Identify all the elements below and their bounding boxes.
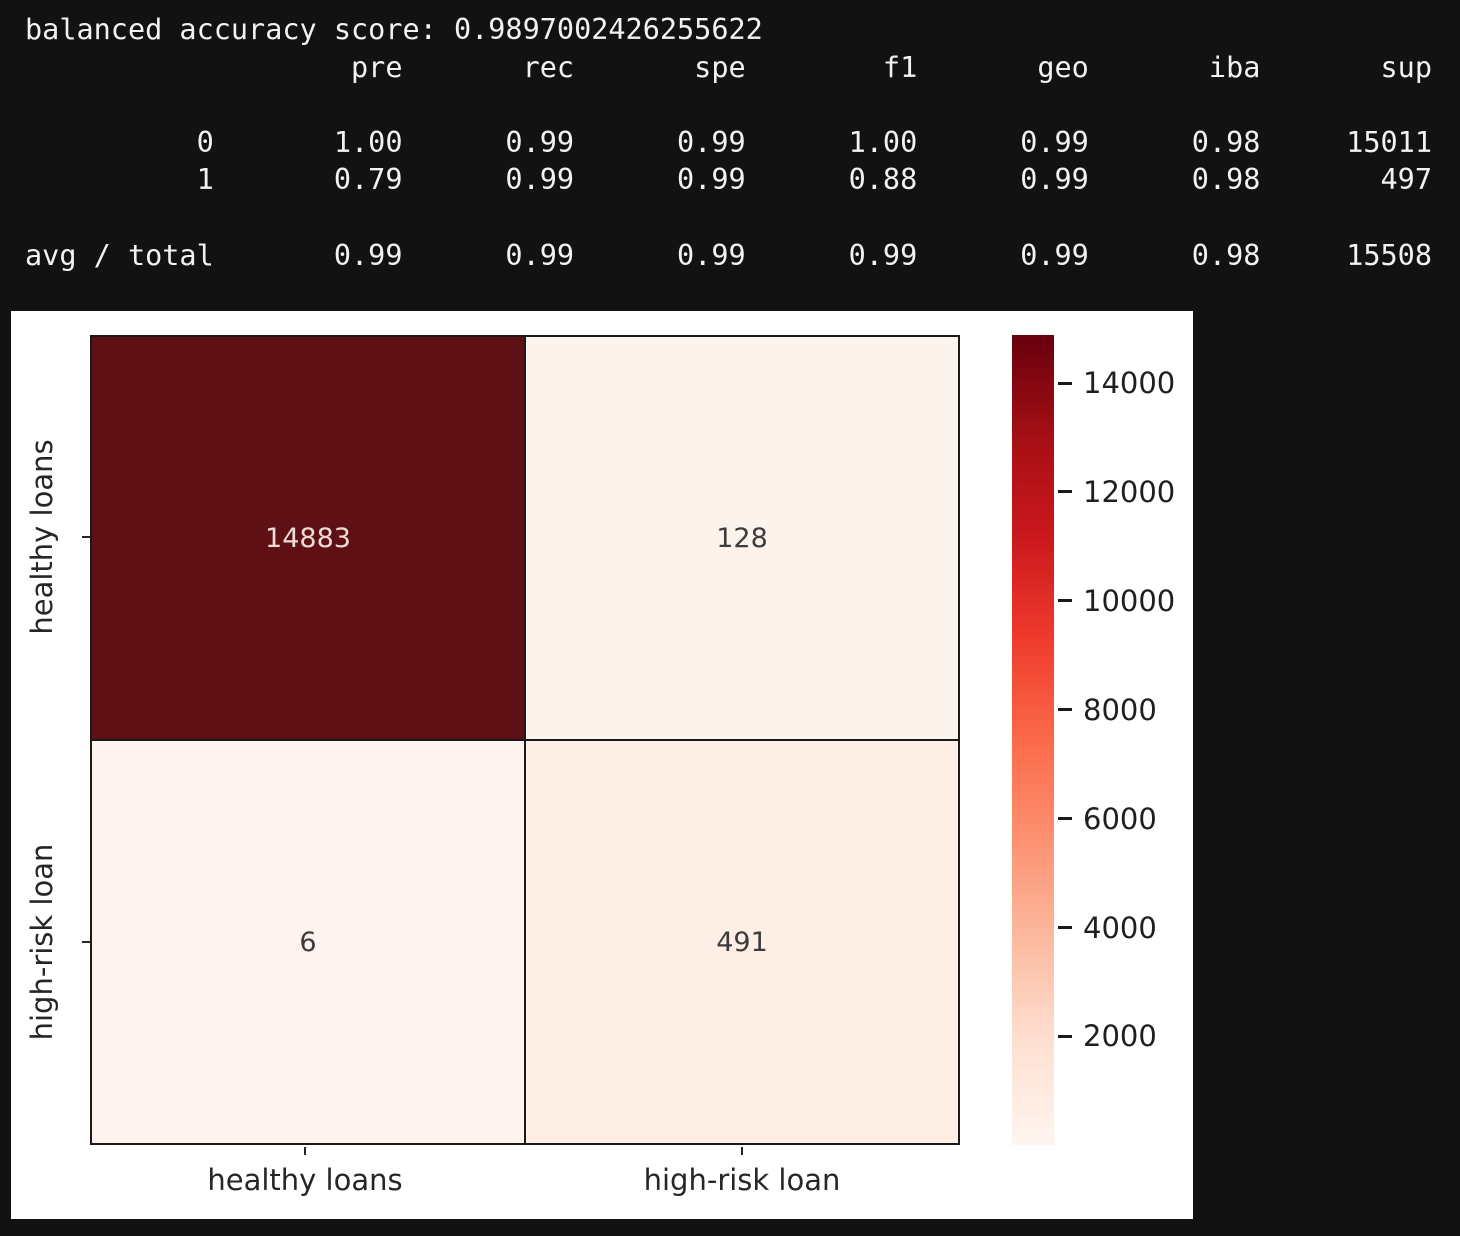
colorbar-tick-label: 4000 bbox=[1083, 910, 1157, 945]
cm-cell-value: 14883 bbox=[265, 522, 351, 554]
y-tick-label-highrisk: high-risk loan bbox=[25, 843, 59, 1041]
colorbar-tick: 14000 bbox=[1058, 366, 1175, 400]
colorbar-tick: 12000 bbox=[1058, 475, 1175, 509]
x-tick-mark-highrisk bbox=[741, 1147, 743, 1155]
colorbar-tick-label: 6000 bbox=[1083, 801, 1157, 836]
colorbar-gradient bbox=[1012, 335, 1054, 1145]
colorbar-tick-mark bbox=[1058, 490, 1072, 494]
colorbar-tick-label: 12000 bbox=[1083, 474, 1176, 509]
classification-report: balanced accuracy score: 0.9897002426255… bbox=[25, 13, 1432, 272]
y-tick-label-healthy: healthy loans bbox=[25, 439, 59, 635]
cm-cell-value: 128 bbox=[716, 522, 768, 554]
colorbar-tick-label: 10000 bbox=[1083, 583, 1176, 618]
colorbar-tick-mark bbox=[1058, 926, 1072, 930]
cm-cell-value: 491 bbox=[716, 926, 768, 958]
colorbar-tick: 6000 bbox=[1058, 802, 1157, 836]
cm-cell-healthy-highrisk: 128 bbox=[526, 337, 958, 739]
y-tick-mark-highrisk bbox=[82, 941, 90, 943]
colorbar-tick-mark bbox=[1058, 599, 1072, 603]
confusion-matrix-figure: 14883 128 6 491 healthy loans high-risk … bbox=[11, 311, 1193, 1219]
colorbar-tick-mark bbox=[1058, 1034, 1072, 1038]
colorbar-tick-label: 8000 bbox=[1083, 692, 1157, 727]
y-tick-mark-healthy bbox=[82, 536, 90, 538]
x-tick-label-healthy: healthy loans bbox=[207, 1163, 403, 1197]
colorbar-tick: 2000 bbox=[1058, 1019, 1157, 1053]
cm-cell-highrisk-highrisk: 491 bbox=[526, 741, 958, 1143]
colorbar-tick-label: 2000 bbox=[1083, 1019, 1157, 1054]
cm-cell-value: 6 bbox=[299, 926, 317, 958]
colorbar-tick: 4000 bbox=[1058, 911, 1157, 945]
colorbar-tick: 10000 bbox=[1058, 584, 1175, 618]
cm-cell-healthy-healthy: 14883 bbox=[92, 337, 524, 739]
colorbar-tick-label: 14000 bbox=[1083, 366, 1176, 401]
confusion-matrix-heatmap: 14883 128 6 491 bbox=[90, 335, 960, 1145]
colorbar-tick-mark bbox=[1058, 381, 1072, 385]
colorbar-tick-mark bbox=[1058, 817, 1072, 821]
x-tick-label-highrisk: high-risk loan bbox=[643, 1163, 841, 1197]
cm-cell-highrisk-healthy: 6 bbox=[92, 741, 524, 1143]
colorbar-tick-mark bbox=[1058, 708, 1072, 712]
colorbar-tick: 8000 bbox=[1058, 693, 1157, 727]
x-tick-mark-healthy bbox=[304, 1147, 306, 1155]
